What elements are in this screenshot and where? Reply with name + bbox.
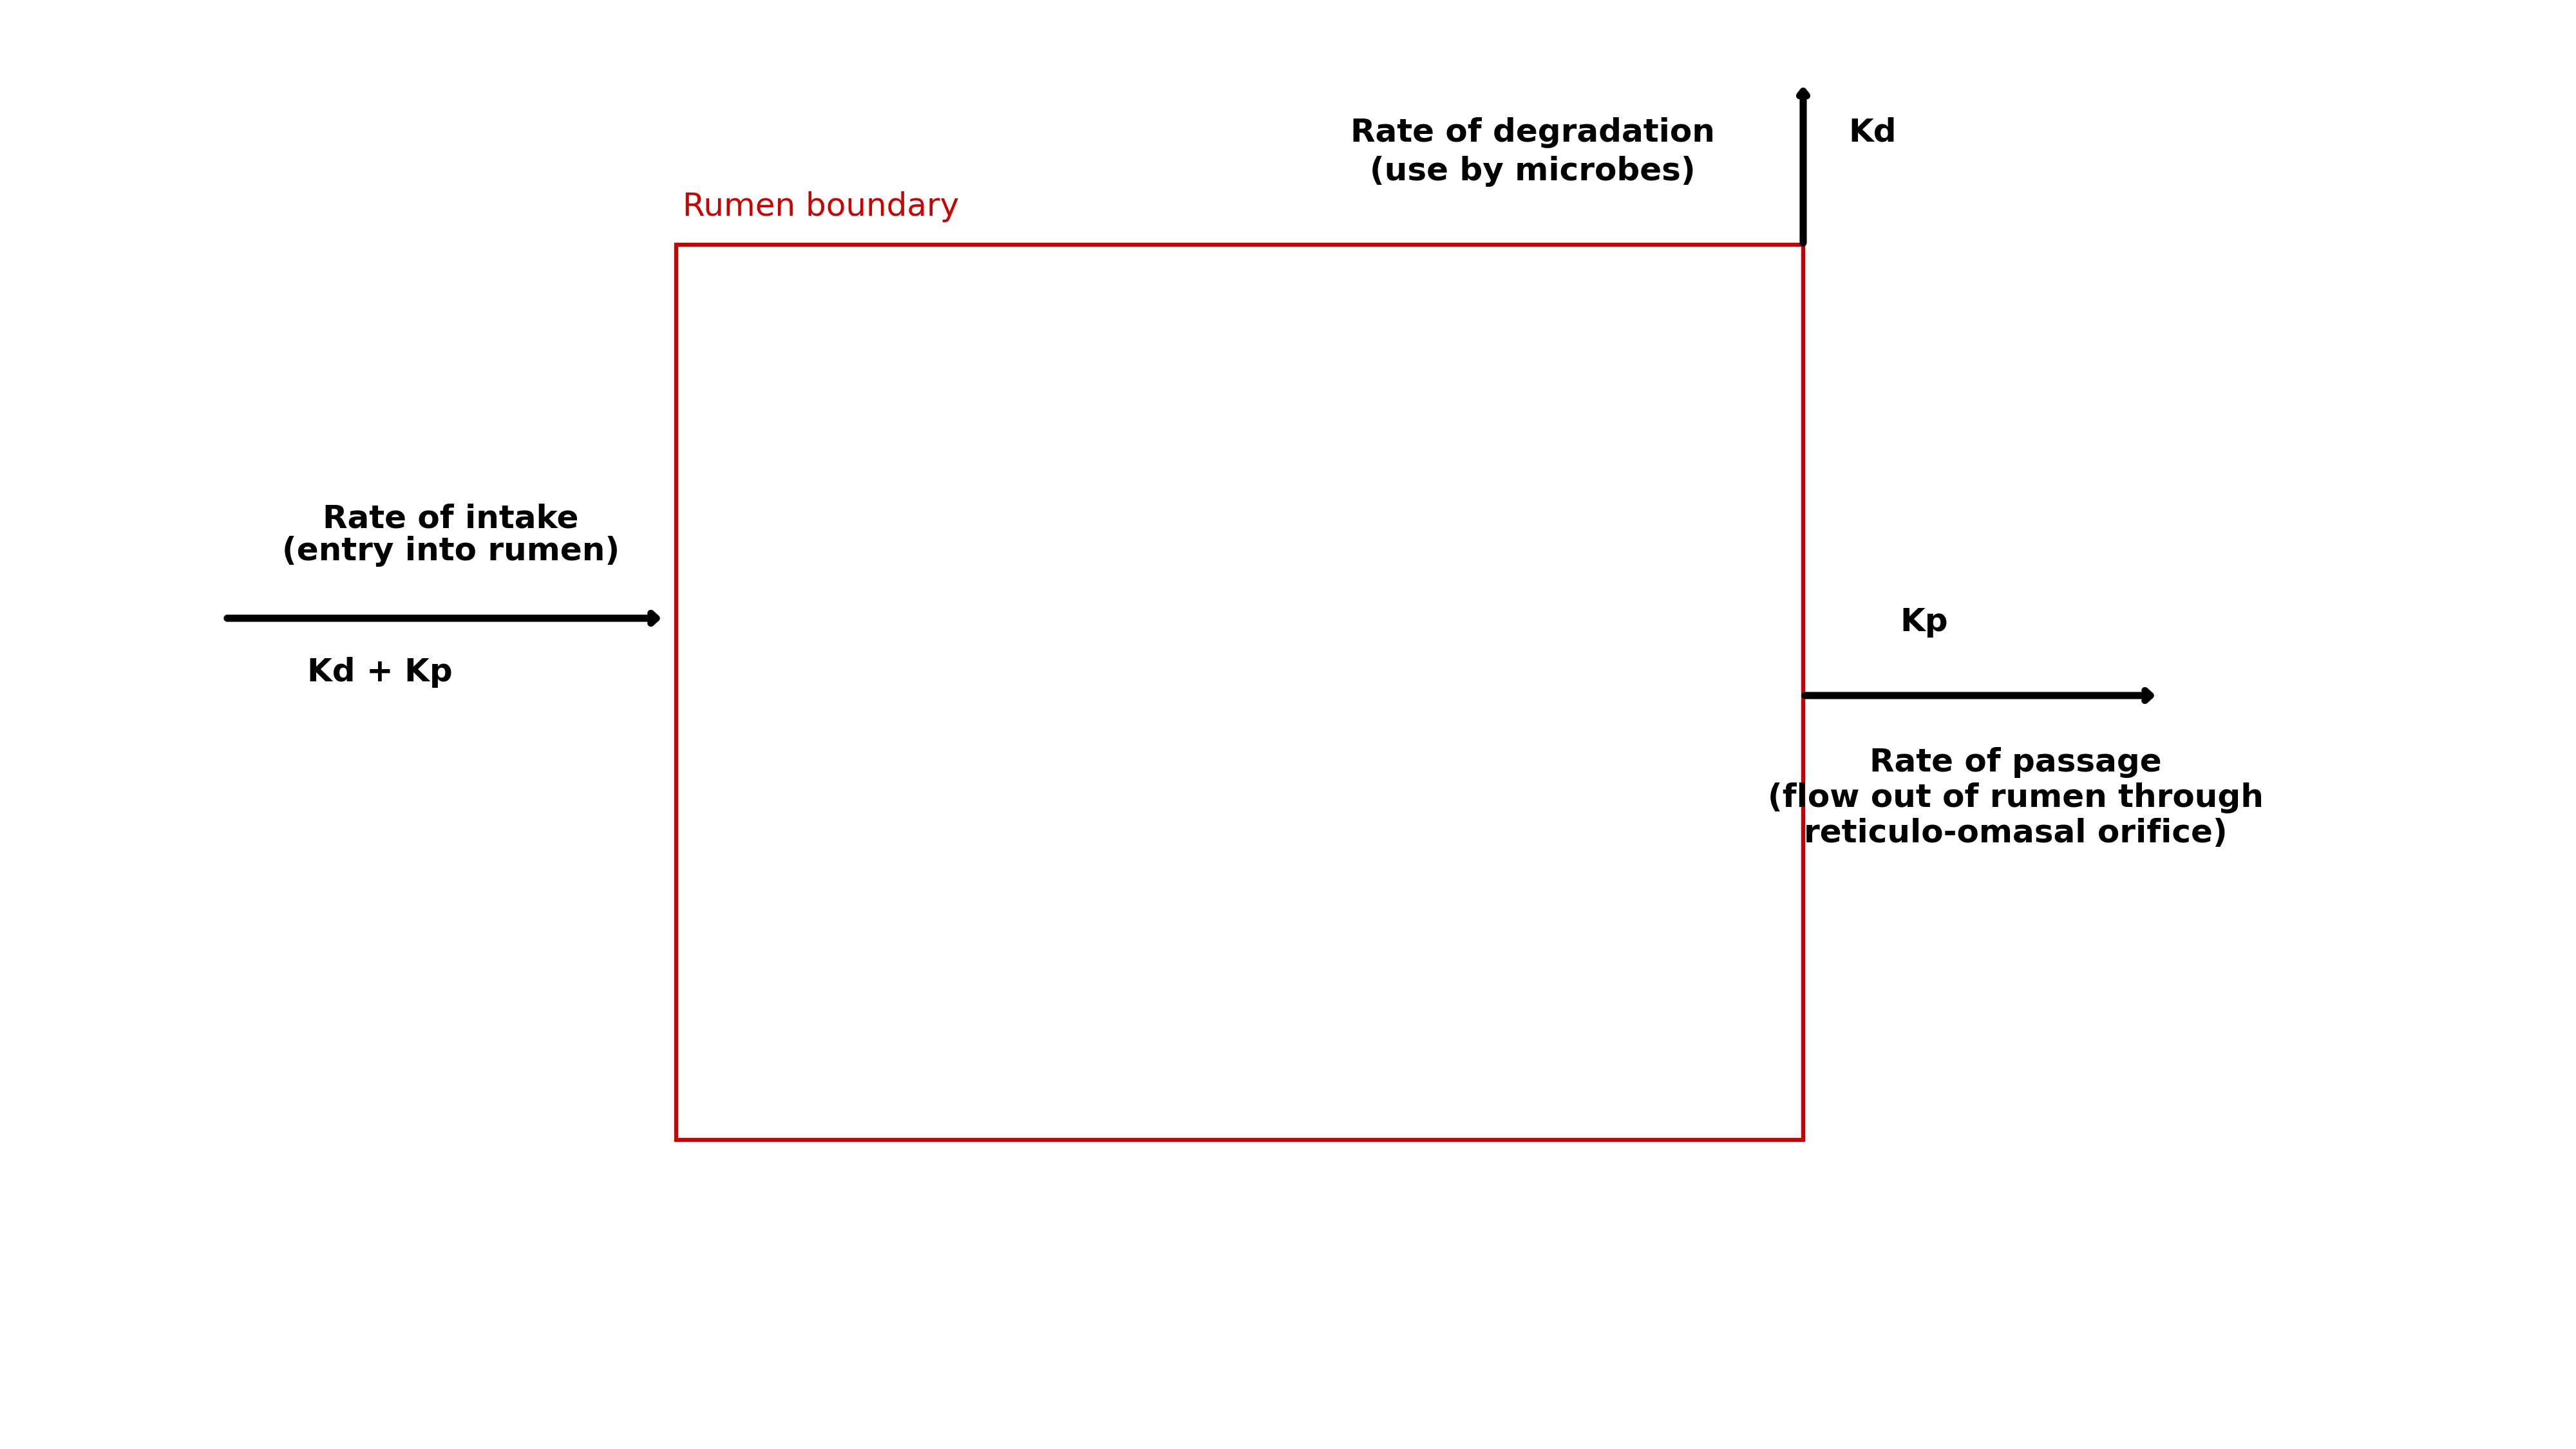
Text: reticulo-omasal orifice): reticulo-omasal orifice) (1803, 817, 2228, 849)
Text: (use by microbes): (use by microbes) (1370, 156, 1695, 187)
Text: Kd: Kd (1850, 116, 1896, 148)
Text: Rate of intake: Rate of intake (322, 504, 580, 535)
Text: (entry into rumen): (entry into rumen) (281, 536, 621, 567)
Text: (flow out of rumen through: (flow out of rumen through (1767, 782, 2264, 813)
Text: Rate of passage: Rate of passage (1870, 748, 2161, 778)
Text: Rumen boundary: Rumen boundary (683, 191, 958, 222)
Text: Rate of degradation: Rate of degradation (1350, 117, 1716, 148)
Bar (675, 245, 1803, 1140)
Text: Kp: Kp (1901, 607, 1947, 638)
Text: Kd + Kp: Kd + Kp (307, 656, 453, 688)
